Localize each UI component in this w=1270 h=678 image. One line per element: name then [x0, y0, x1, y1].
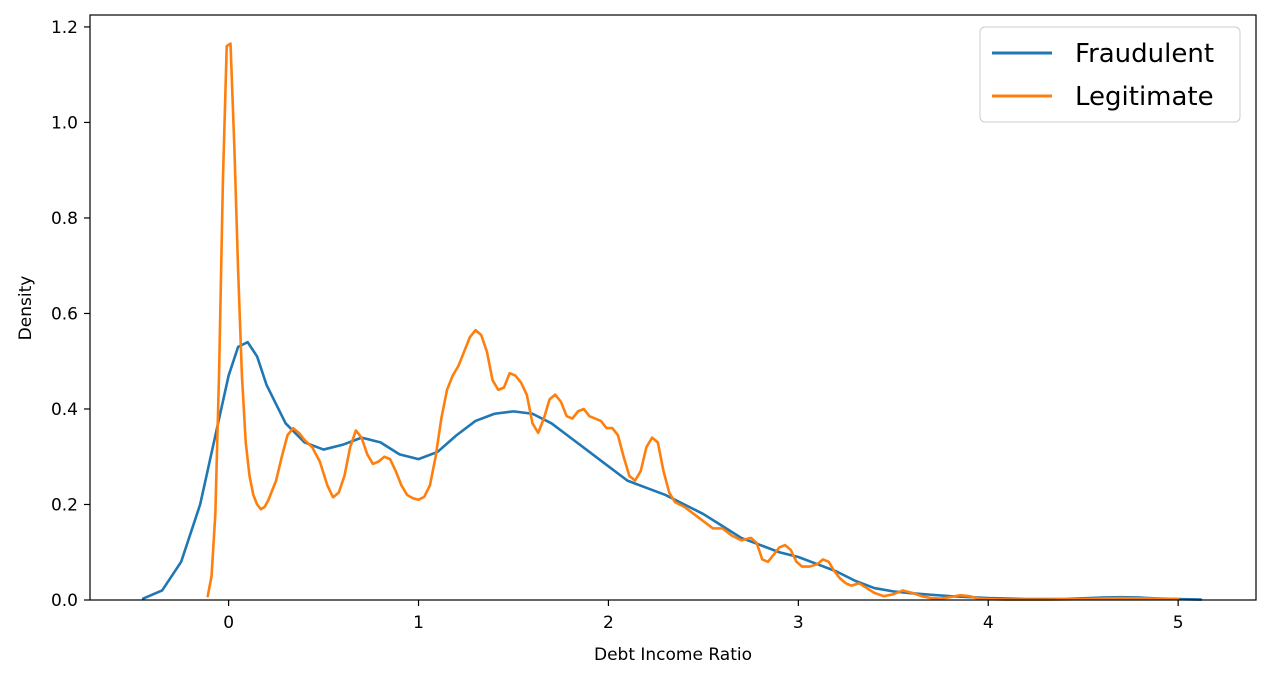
- legend-label-fraudulent: Fraudulent: [1075, 39, 1214, 69]
- y-tick-label: 0.4: [51, 400, 78, 420]
- y-tick-label: 0.2: [51, 495, 78, 515]
- x-tick-label: 4: [983, 613, 994, 633]
- x-tick-label: 1: [413, 613, 424, 633]
- x-axis: 0 1 2 3 4 5: [223, 600, 1184, 633]
- x-tick-label: 0: [223, 613, 234, 633]
- x-tick-label: 5: [1173, 613, 1184, 633]
- legend: Fraudulent Legitimate: [979, 26, 1241, 123]
- y-tick-label: 1.2: [51, 18, 78, 38]
- legend-box: [979, 26, 1241, 123]
- y-tick-label: 0.8: [51, 209, 78, 229]
- y-tick-label: 0.6: [51, 304, 78, 324]
- y-tick-label: 0.0: [51, 591, 78, 611]
- y-axis: 0.0 0.2 0.4 0.6 0.8 1.0 1.2: [51, 18, 90, 611]
- plot-frame: [89, 14, 1257, 601]
- y-axis-label: Density: [16, 276, 36, 341]
- series-line-legitimate: [206, 42, 1180, 601]
- x-tick-label: 2: [603, 613, 614, 633]
- x-tick-label: 3: [793, 613, 804, 633]
- x-axis-label: Debt Income Ratio: [594, 645, 752, 665]
- y-tick-label: 1.0: [51, 113, 78, 133]
- legend-label-legitimate: Legitimate: [1075, 82, 1214, 112]
- series-layer: [141, 42, 1203, 601]
